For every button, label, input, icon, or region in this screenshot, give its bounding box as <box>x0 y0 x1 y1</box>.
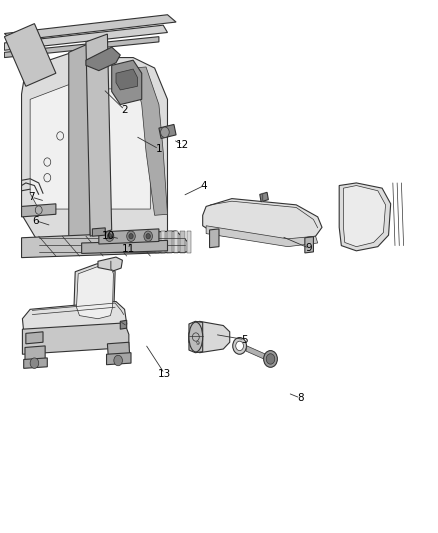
Polygon shape <box>69 43 90 241</box>
Ellipse shape <box>189 322 203 352</box>
Text: 1: 1 <box>155 144 162 154</box>
Polygon shape <box>161 231 166 254</box>
Polygon shape <box>98 257 123 271</box>
Circle shape <box>161 127 169 138</box>
Polygon shape <box>167 231 172 254</box>
Polygon shape <box>21 204 56 217</box>
Polygon shape <box>203 199 322 240</box>
Polygon shape <box>22 302 127 341</box>
Polygon shape <box>187 231 191 254</box>
Polygon shape <box>116 69 138 90</box>
Circle shape <box>146 233 150 239</box>
Text: 2: 2 <box>121 105 128 115</box>
Text: 8: 8 <box>297 393 304 403</box>
Polygon shape <box>133 67 167 215</box>
Text: 11: 11 <box>121 244 134 254</box>
Polygon shape <box>112 60 142 104</box>
Polygon shape <box>92 228 105 236</box>
Text: 7: 7 <box>28 192 35 202</box>
Circle shape <box>129 233 133 239</box>
Polygon shape <box>26 332 43 344</box>
Polygon shape <box>81 240 167 254</box>
Circle shape <box>105 231 114 241</box>
Polygon shape <box>174 231 178 254</box>
Circle shape <box>127 231 135 241</box>
Polygon shape <box>99 229 159 244</box>
Polygon shape <box>4 37 159 58</box>
Polygon shape <box>21 231 189 257</box>
Polygon shape <box>74 264 115 322</box>
Polygon shape <box>180 231 185 254</box>
Text: 10: 10 <box>102 231 115 241</box>
Polygon shape <box>209 229 219 248</box>
Polygon shape <box>4 25 167 50</box>
Polygon shape <box>339 183 391 251</box>
Polygon shape <box>305 237 314 253</box>
Polygon shape <box>159 124 176 139</box>
Circle shape <box>266 354 275 364</box>
Text: 4: 4 <box>201 181 207 190</box>
Text: 6: 6 <box>32 215 39 225</box>
Polygon shape <box>106 353 131 365</box>
Polygon shape <box>30 73 150 209</box>
Circle shape <box>264 351 277 367</box>
Polygon shape <box>189 321 203 353</box>
Polygon shape <box>22 323 129 354</box>
Text: 13: 13 <box>158 369 171 378</box>
Polygon shape <box>107 342 130 357</box>
Polygon shape <box>25 346 45 362</box>
Polygon shape <box>260 192 268 201</box>
Circle shape <box>233 337 247 354</box>
Circle shape <box>30 358 39 368</box>
Text: 5: 5 <box>241 335 248 345</box>
Circle shape <box>236 341 244 351</box>
Circle shape <box>107 233 112 239</box>
Polygon shape <box>343 185 385 247</box>
Circle shape <box>144 231 152 241</box>
Polygon shape <box>77 266 113 319</box>
Polygon shape <box>21 42 167 246</box>
Polygon shape <box>4 15 176 41</box>
Text: 9: 9 <box>195 341 200 346</box>
Circle shape <box>114 356 123 366</box>
Polygon shape <box>86 34 112 236</box>
Polygon shape <box>155 231 159 254</box>
Polygon shape <box>120 320 127 329</box>
Polygon shape <box>189 321 230 353</box>
Polygon shape <box>24 358 47 368</box>
Text: 12: 12 <box>176 140 189 150</box>
Polygon shape <box>4 23 56 86</box>
Polygon shape <box>86 47 120 71</box>
Polygon shape <box>206 226 318 247</box>
Text: 9: 9 <box>306 243 312 253</box>
Polygon shape <box>246 346 271 361</box>
